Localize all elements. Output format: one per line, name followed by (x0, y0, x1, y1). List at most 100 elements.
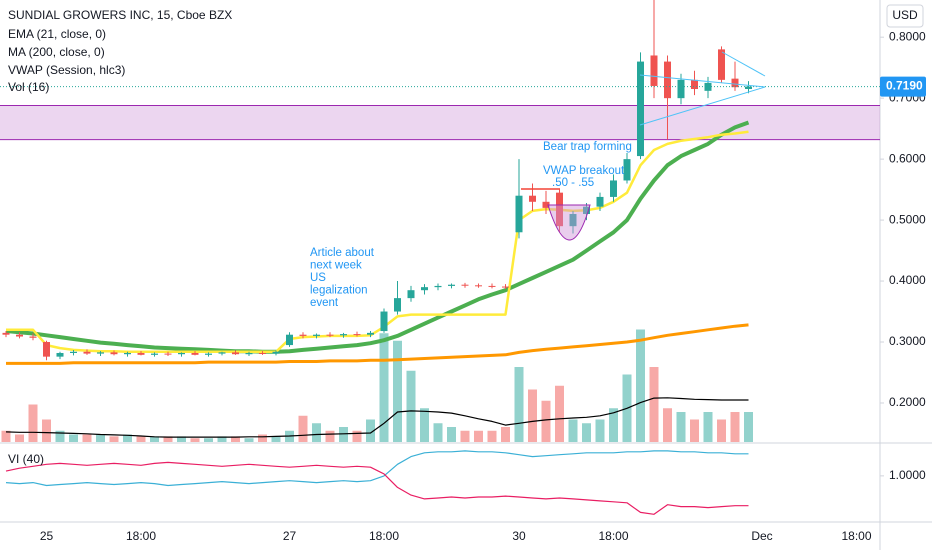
volume-bar (582, 423, 591, 442)
candle-body (475, 285, 482, 287)
volume-bar (528, 389, 537, 442)
volume-bar (379, 333, 389, 442)
volume-bar (609, 408, 618, 442)
candle-body (407, 290, 415, 299)
candle-body (272, 351, 280, 354)
candle-body (353, 334, 361, 336)
candle-body (556, 192, 563, 227)
candle-body (367, 332, 374, 335)
candle-body (677, 79, 685, 99)
candle-body (461, 284, 469, 286)
last-price-box (880, 76, 926, 97)
volume-bar (690, 419, 699, 442)
candle-body (232, 352, 239, 355)
candle-body (299, 334, 307, 336)
volume-bar (541, 400, 551, 442)
candle-body (380, 311, 388, 332)
candle-body (137, 352, 145, 355)
volume-bar (150, 436, 159, 442)
volume-bar (447, 427, 456, 442)
currency-button[interactable] (886, 4, 924, 28)
x-tick-label: 25 (40, 529, 54, 543)
candle-body (529, 195, 536, 202)
annotation: .50 - .55 (552, 177, 594, 189)
candle-body (394, 298, 401, 312)
volume-bar (258, 434, 267, 442)
candle-body (16, 334, 23, 337)
volume-bar (393, 340, 402, 442)
volume-bar (555, 385, 564, 442)
x-tick-label: Dec (751, 529, 772, 543)
x-tick-label: 18:00 (598, 529, 628, 543)
candle-body (623, 159, 631, 181)
x-tick-label: 18:00 (369, 529, 399, 543)
volume-bar (312, 423, 321, 442)
volume-bar (190, 438, 200, 442)
volume-bar (460, 430, 470, 442)
last-price-label: 0.7190 (886, 79, 923, 93)
volume-bar (163, 436, 173, 442)
candle-body (110, 352, 118, 355)
volume-bar (487, 430, 497, 442)
legend-entry: VWAP (Session, hlc3) (8, 63, 125, 77)
main-pane: 0.20000.30000.40000.50000.60000.70000.80… (0, 0, 926, 442)
volume-bar (325, 430, 335, 442)
candle-body (664, 61, 671, 99)
volume-bar (366, 419, 375, 442)
volume-bar (663, 408, 672, 442)
candle-body (218, 352, 226, 354)
volume-bar (204, 438, 213, 442)
candle-body (745, 86, 752, 90)
candle-body (502, 286, 509, 288)
indicator-line (5, 120, 750, 354)
candle-body (434, 285, 442, 288)
volume-bar (28, 404, 38, 442)
y-tick-label: 0.5000 (889, 212, 926, 226)
volume-bar (730, 412, 740, 442)
annotation: US (310, 272, 326, 284)
volume-ma-line (5, 397, 749, 438)
candle-body (637, 61, 644, 157)
candle-body (515, 195, 523, 233)
candle-body (610, 180, 617, 197)
volume-bar (217, 436, 227, 442)
volume-bar (474, 430, 483, 442)
volume-bar (717, 419, 726, 442)
volume-bar (55, 430, 65, 442)
volume-bar (406, 370, 416, 442)
volume-bar (568, 419, 578, 442)
cup-shape (547, 204, 591, 241)
annotation: Bear trap forming (543, 141, 632, 153)
candle-body (83, 351, 91, 354)
trendline (721, 51, 766, 77)
volume-bar (649, 367, 659, 442)
x-tick-label: 18:00 (841, 529, 871, 543)
volume-bar (352, 430, 362, 442)
candle-body (124, 352, 131, 355)
x-tick-label: 18:00 (126, 529, 156, 543)
candle-body (56, 352, 64, 357)
candle-body (583, 206, 590, 214)
volume-bar (595, 419, 605, 442)
indicator-line (6, 323, 749, 365)
candle-body (286, 334, 293, 346)
annotation: VWAP breakout (543, 165, 625, 177)
volume-bar (231, 436, 240, 442)
candle-body (421, 287, 428, 291)
trendline (639, 74, 766, 88)
candle-body (569, 213, 577, 227)
volume-bar (123, 434, 132, 442)
y-tick-label: 0.4000 (889, 273, 926, 287)
candle-body (259, 352, 266, 354)
x-tick-label: 27 (283, 529, 297, 543)
candle-body (596, 196, 604, 207)
legend-entry: EMA (21, close, 0) (8, 27, 106, 41)
candle-body (718, 49, 725, 80)
candle-body (2, 332, 10, 335)
legend-entry: Vol (16) (8, 80, 49, 94)
y-tick-label: 0.3000 (889, 334, 926, 348)
candle-body (340, 334, 347, 336)
